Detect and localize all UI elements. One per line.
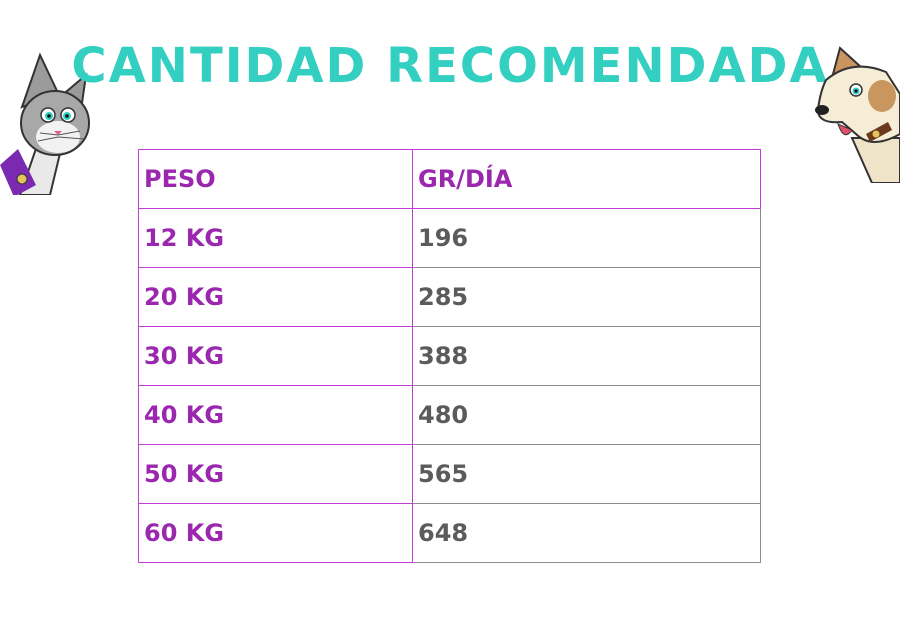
grams-cell: 196 <box>412 208 761 268</box>
table-header-row: PESO GR/DÍA <box>138 149 761 209</box>
header-grams-per-day: GR/DÍA <box>412 149 761 209</box>
dog-illustration <box>815 46 900 183</box>
table-row: 40 KG 480 <box>138 385 761 445</box>
table-row: 60 KG 648 <box>138 503 761 563</box>
weight-cell: 50 KG <box>138 444 413 504</box>
weight-cell: 60 KG <box>138 503 413 563</box>
grams-cell: 388 <box>412 326 761 386</box>
weight-cell: 30 KG <box>138 326 413 386</box>
grams-cell: 565 <box>412 444 761 504</box>
feeding-table: PESO GR/DÍA 12 KG 196 20 KG 285 30 KG 38… <box>138 149 761 563</box>
weight-cell: 20 KG <box>138 267 413 327</box>
grams-cell: 285 <box>412 267 761 327</box>
weight-cell: 40 KG <box>138 385 413 445</box>
cat-illustration <box>0 52 90 195</box>
grams-cell: 648 <box>412 503 761 563</box>
table-row: 20 KG 285 <box>138 267 761 327</box>
table-row: 12 KG 196 <box>138 208 761 268</box>
table-row: 30 KG 388 <box>138 326 761 386</box>
weight-cell: 12 KG <box>138 208 413 268</box>
grams-cell: 480 <box>412 385 761 445</box>
header-weight: PESO <box>138 149 413 209</box>
page-title: CANTIDAD RECOMENDADA <box>71 38 829 94</box>
table-row: 50 KG 565 <box>138 444 761 504</box>
